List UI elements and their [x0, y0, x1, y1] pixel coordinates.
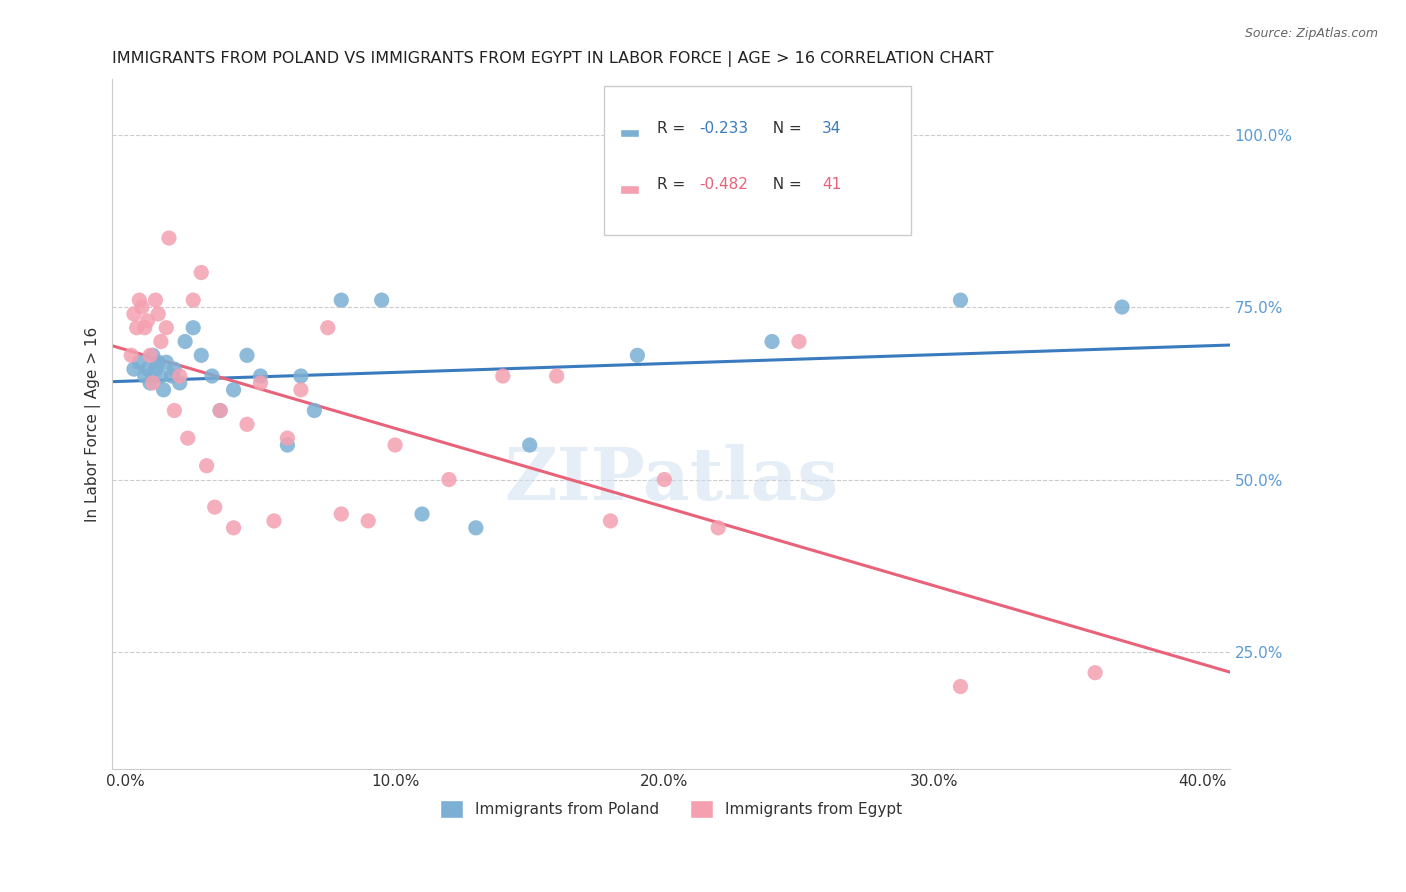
Point: [263, 514, 285, 528]
Point: [131, 300, 153, 314]
Point: [236, 348, 259, 362]
Text: R =: R =: [657, 177, 690, 192]
Text: IMMIGRANTS FROM POLAND VS IMMIGRANTS FROM EGYPT IN LABOR FORCE | AGE > 16 CORREL: IMMIGRANTS FROM POLAND VS IMMIGRANTS FRO…: [112, 51, 994, 67]
Point: [236, 417, 259, 432]
Point: [152, 383, 174, 397]
Point: [1111, 300, 1133, 314]
Point: [384, 438, 406, 452]
Point: [169, 369, 191, 384]
Point: [949, 293, 972, 307]
Point: [120, 348, 142, 362]
Point: [163, 403, 186, 417]
Point: [437, 473, 460, 487]
Point: [209, 403, 232, 417]
Text: N =: N =: [762, 120, 806, 136]
Point: [148, 307, 170, 321]
Point: [761, 334, 783, 349]
Point: [160, 369, 183, 384]
Point: [290, 383, 312, 397]
Point: [1084, 665, 1107, 680]
Point: [149, 334, 172, 349]
Text: -0.233: -0.233: [699, 120, 748, 136]
Point: [464, 521, 486, 535]
Y-axis label: In Labor Force | Age > 16: In Labor Force | Age > 16: [86, 326, 101, 522]
Point: [357, 514, 380, 528]
Text: ZIPatlas: ZIPatlas: [503, 444, 838, 515]
Point: [122, 307, 145, 321]
Point: [190, 266, 212, 280]
Text: R =: R =: [657, 120, 690, 136]
Point: [136, 362, 159, 376]
Point: [134, 369, 156, 384]
Point: [155, 320, 177, 334]
Point: [599, 514, 621, 528]
Point: [163, 362, 186, 376]
Text: 34: 34: [823, 120, 841, 136]
Point: [370, 293, 392, 307]
Point: [519, 438, 541, 452]
Point: [276, 438, 298, 452]
Text: Source: ZipAtlas.com: Source: ZipAtlas.com: [1244, 27, 1378, 40]
Point: [128, 355, 150, 369]
Point: [249, 369, 271, 384]
Point: [139, 348, 162, 362]
Legend: Immigrants from Poland, Immigrants from Egypt: Immigrants from Poland, Immigrants from …: [434, 794, 908, 823]
Point: [174, 334, 197, 349]
Point: [145, 293, 167, 307]
Point: [181, 293, 204, 307]
Point: [304, 403, 326, 417]
Point: [177, 431, 200, 445]
Point: [181, 320, 204, 334]
FancyBboxPatch shape: [620, 186, 640, 194]
Point: [276, 431, 298, 445]
FancyBboxPatch shape: [620, 128, 640, 137]
Point: [546, 369, 568, 384]
Point: [157, 231, 180, 245]
Text: N =: N =: [762, 177, 806, 192]
Point: [330, 293, 353, 307]
Point: [626, 348, 648, 362]
Text: -0.482: -0.482: [699, 177, 748, 192]
Point: [411, 507, 433, 521]
Point: [155, 355, 177, 369]
Point: [195, 458, 218, 473]
Point: [249, 376, 271, 390]
Point: [190, 348, 212, 362]
Point: [142, 376, 165, 390]
Point: [290, 369, 312, 384]
Point: [492, 369, 515, 384]
Point: [222, 521, 245, 535]
Point: [949, 680, 972, 694]
FancyBboxPatch shape: [605, 87, 911, 235]
Point: [652, 473, 675, 487]
Point: [204, 500, 226, 515]
Point: [139, 376, 162, 390]
Point: [169, 376, 191, 390]
Point: [148, 355, 170, 369]
Point: [134, 320, 156, 334]
Point: [787, 334, 810, 349]
Point: [316, 320, 339, 334]
Point: [128, 293, 150, 307]
Point: [142, 348, 165, 362]
Point: [201, 369, 224, 384]
Point: [330, 507, 353, 521]
Point: [707, 521, 730, 535]
Text: 41: 41: [823, 177, 841, 192]
Point: [149, 369, 172, 384]
Point: [136, 314, 159, 328]
Point: [145, 362, 167, 376]
Point: [125, 320, 148, 334]
Point: [122, 362, 145, 376]
Point: [222, 383, 245, 397]
Point: [209, 403, 232, 417]
